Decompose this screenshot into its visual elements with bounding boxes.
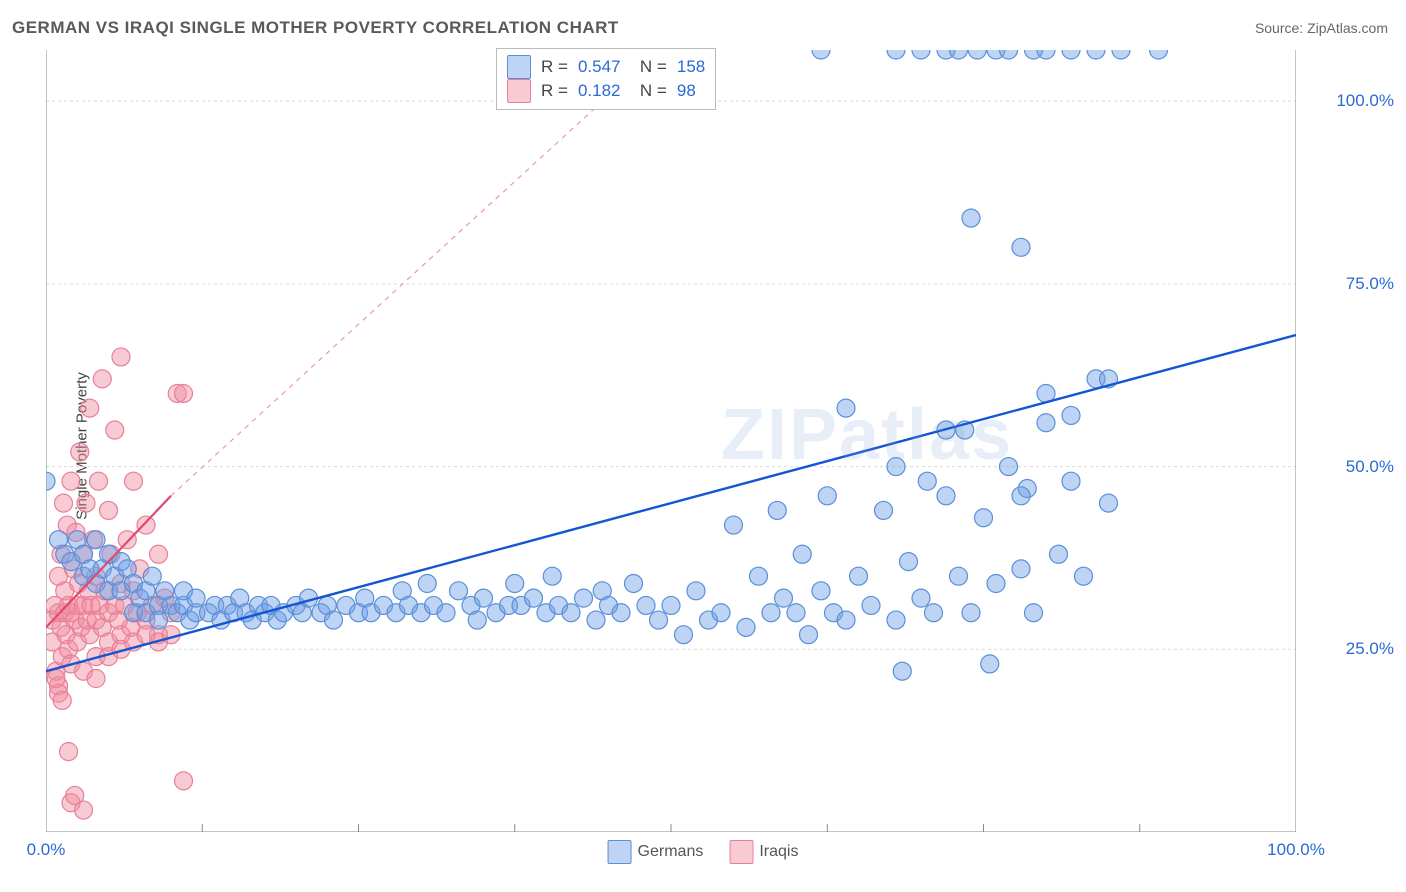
legend-item: Iraqis (729, 840, 798, 864)
y-tick: 75.0% (1346, 274, 1394, 294)
x-tick: 0.0% (27, 840, 66, 860)
x-tick: 100.0% (1267, 840, 1325, 860)
y-tick: 25.0% (1346, 639, 1394, 659)
legend-bottom: Germans Iraqis (608, 840, 799, 864)
plot-area: ZIPatlas R = 0.547 N = 158R = 0.182 N = … (46, 50, 1296, 832)
chart-svg (46, 50, 1296, 832)
legend-item: Germans (608, 840, 704, 864)
y-tick: 50.0% (1346, 457, 1394, 477)
chart-container: GERMAN VS IRAQI SINGLE MOTHER POVERTY CO… (0, 0, 1406, 892)
stats-row: R = 0.547 N = 158 (507, 55, 705, 79)
stats-row: R = 0.182 N = 98 (507, 79, 705, 103)
chart-title: GERMAN VS IRAQI SINGLE MOTHER POVERTY CO… (12, 18, 619, 38)
stats-legend-box: R = 0.547 N = 158R = 0.182 N = 98 (496, 48, 716, 110)
source-label: Source: ZipAtlas.com (1255, 20, 1388, 36)
y-tick: 100.0% (1336, 91, 1394, 111)
